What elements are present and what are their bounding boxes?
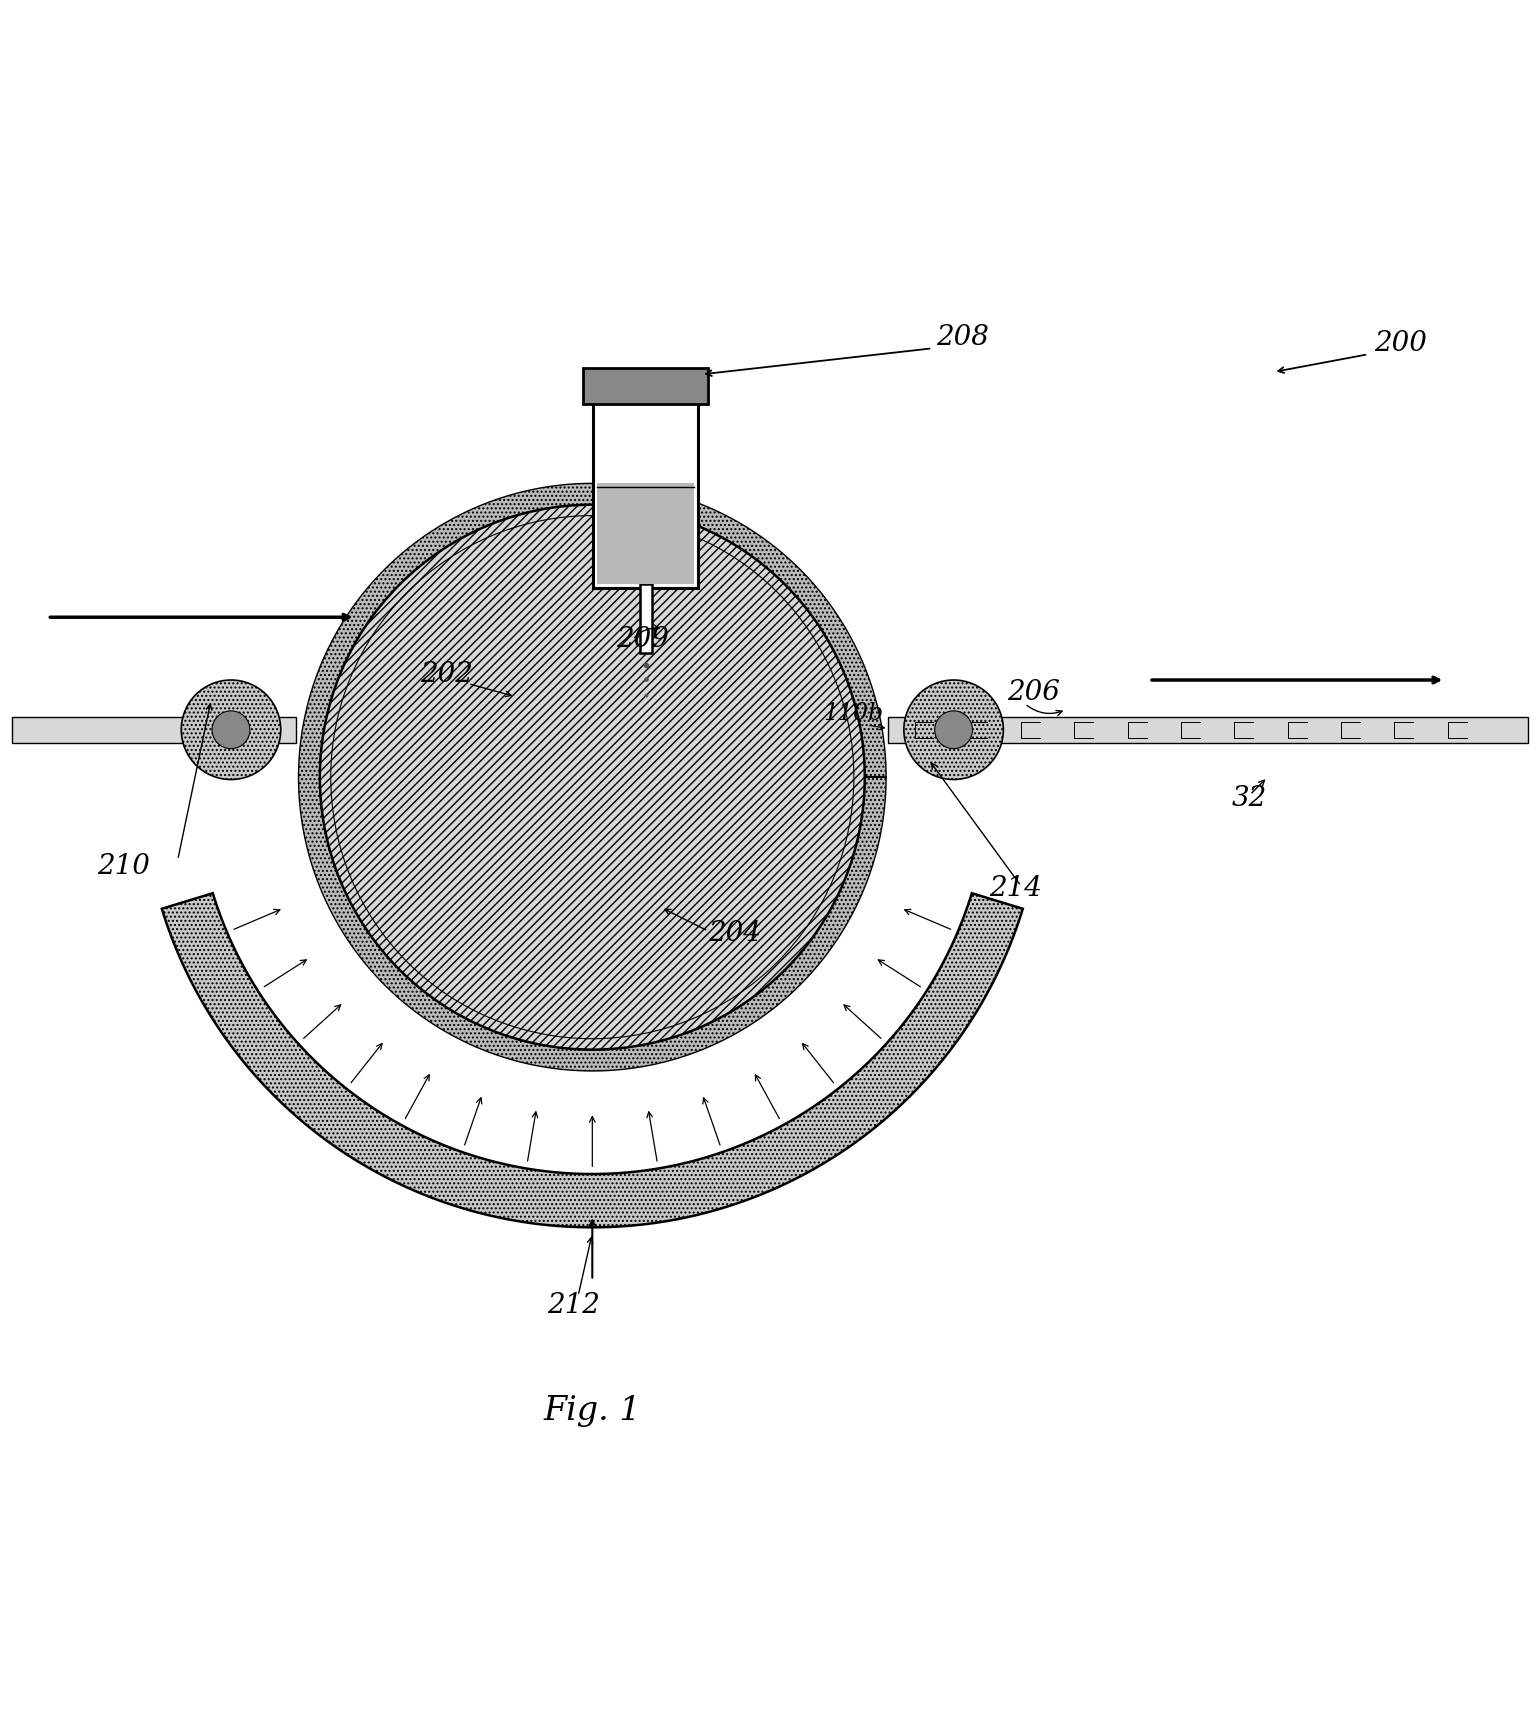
Text: 110b: 110b: [824, 701, 884, 726]
Bar: [639, 584, 651, 653]
Bar: [582, 369, 708, 404]
Polygon shape: [299, 483, 885, 1070]
Circle shape: [182, 681, 280, 779]
Circle shape: [213, 710, 249, 748]
Bar: [12, 717, 296, 743]
Text: 209: 209: [616, 625, 668, 653]
Text: 200: 200: [1374, 329, 1428, 357]
Text: 202: 202: [420, 662, 473, 688]
Text: 206: 206: [1007, 679, 1060, 707]
Polygon shape: [162, 894, 1023, 1228]
Circle shape: [904, 681, 1004, 779]
Circle shape: [935, 710, 973, 748]
Bar: [889, 717, 1528, 743]
Text: 204: 204: [708, 920, 761, 947]
Text: Fig. 1: Fig. 1: [544, 1394, 641, 1427]
Circle shape: [320, 504, 865, 1050]
Text: 32: 32: [1232, 785, 1267, 812]
Bar: [593, 386, 698, 587]
Text: 210: 210: [97, 854, 149, 880]
Text: 208: 208: [936, 324, 989, 352]
Text: 214: 214: [989, 875, 1043, 902]
Text: 212: 212: [547, 1292, 601, 1318]
Bar: [598, 483, 695, 584]
